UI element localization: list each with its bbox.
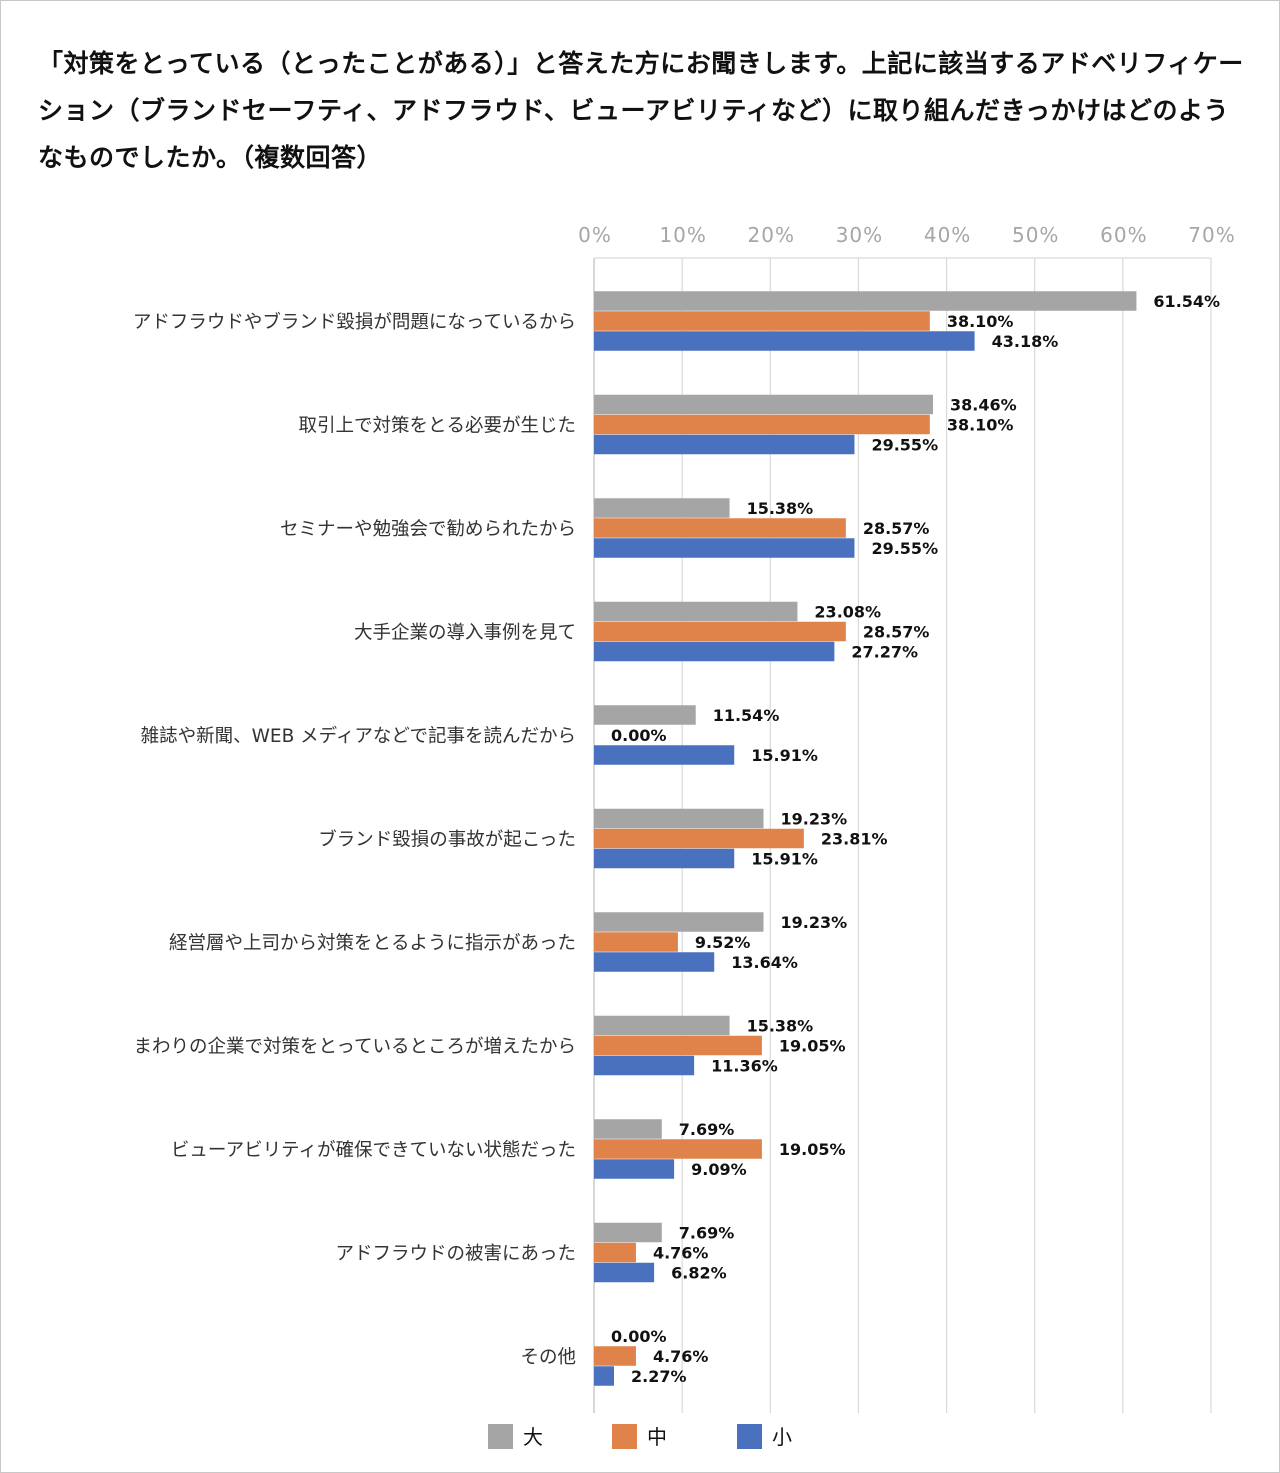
- bar-大: [594, 1222, 662, 1243]
- category-label: ビューアビリティが確保できていない状態だった: [171, 1140, 576, 1161]
- data-label: 7.69%: [679, 1120, 735, 1139]
- legend-label: 中: [647, 1425, 667, 1449]
- bar-中: [594, 311, 930, 331]
- x-tick-label: 0%: [578, 223, 612, 247]
- bar-小: [594, 1055, 695, 1076]
- bar-大: [594, 291, 1137, 311]
- data-label: 28.57%: [863, 519, 930, 538]
- data-label: 38.10%: [947, 312, 1014, 331]
- legend-swatch-中: [612, 1424, 637, 1449]
- data-label: 23.08%: [814, 603, 881, 622]
- data-label: 0.00%: [611, 1327, 667, 1346]
- category-label: アドフラウドの被害にあった: [335, 1244, 576, 1265]
- x-tick-label: 30%: [836, 223, 883, 247]
- bar-小: [594, 538, 855, 558]
- bar-中: [594, 518, 846, 538]
- data-label: 15.38%: [747, 499, 814, 518]
- category-label: 大手企業の導入事例を見て: [354, 623, 576, 644]
- data-label: 29.55%: [871, 539, 938, 558]
- x-tick-label: 20%: [748, 223, 795, 247]
- data-label: 7.69%: [679, 1224, 735, 1243]
- data-label: 61.54%: [1153, 292, 1220, 311]
- data-label: 19.23%: [780, 810, 847, 829]
- bar-大: [594, 498, 730, 518]
- category-label: セミナーや勉強会で勧められたから: [280, 519, 576, 540]
- legend-label: 大: [523, 1425, 543, 1449]
- category-label: 取引上で対策をとる必要が生じた: [298, 416, 576, 437]
- bar-小: [594, 952, 715, 972]
- data-label: 15.38%: [747, 1017, 814, 1036]
- bar-小: [594, 331, 975, 351]
- data-label: 4.76%: [653, 1244, 709, 1263]
- bar-小: [594, 1262, 655, 1283]
- data-label: 38.46%: [950, 396, 1017, 415]
- data-label: 19.05%: [779, 1140, 846, 1159]
- bar-中: [594, 1035, 762, 1056]
- legend-label: 小: [772, 1425, 792, 1449]
- bar-中: [594, 932, 678, 952]
- bar-中: [594, 1346, 636, 1366]
- category-label: 雑誌や新聞、WEB メディアなどで記事を読んだから: [141, 726, 576, 747]
- category-label: ブランド毀損の事故が起こった: [318, 829, 576, 851]
- x-tick-label: 50%: [1012, 223, 1059, 247]
- bar-大: [594, 912, 764, 932]
- bar-小: [594, 1159, 675, 1179]
- bar-小: [594, 641, 835, 662]
- category-label: まわりの企業で対策をとっているところが増えたから: [133, 1037, 576, 1058]
- data-label: 11.36%: [711, 1057, 778, 1076]
- bar-小: [594, 745, 735, 765]
- bar-大: [594, 705, 696, 725]
- bar-中: [594, 1139, 762, 1159]
- chart-title: 「対策をとっている（とったことがある）」と答えた方にお聞きします。上記に該当する…: [38, 49, 1244, 172]
- bar-中: [594, 828, 804, 849]
- data-label: 29.55%: [871, 436, 938, 455]
- bar-大: [594, 1015, 730, 1036]
- data-label: 9.52%: [695, 933, 751, 952]
- data-label: 19.05%: [779, 1037, 846, 1056]
- bar-小: [594, 848, 735, 869]
- data-label: 23.81%: [821, 830, 888, 849]
- x-tick-label: 40%: [924, 223, 971, 247]
- legend-swatch-小: [737, 1424, 762, 1449]
- data-label: 38.10%: [947, 416, 1014, 435]
- data-label: 13.64%: [731, 953, 798, 972]
- data-label: 11.54%: [713, 706, 780, 725]
- data-label: 4.76%: [653, 1347, 709, 1366]
- data-label: 19.23%: [780, 913, 847, 932]
- bar-中: [594, 1242, 636, 1263]
- category-label: アドフラウドやブランド毀損が問題になっているから: [133, 311, 576, 333]
- category-label: 経営層や上司から対策をとるように指示があった: [169, 933, 576, 954]
- bar-大: [594, 808, 764, 829]
- legend-swatch-大: [488, 1424, 513, 1449]
- bar-小: [594, 1366, 615, 1386]
- bar-中: [594, 414, 930, 435]
- data-label: 15.91%: [751, 850, 818, 869]
- data-label: 0.00%: [611, 726, 667, 745]
- data-label: 9.09%: [691, 1160, 747, 1179]
- data-label: 43.18%: [992, 332, 1059, 351]
- data-label: 6.82%: [671, 1264, 727, 1283]
- x-tick-label: 10%: [659, 223, 706, 247]
- x-tick-label: 70%: [1188, 223, 1235, 247]
- bar-大: [594, 1119, 662, 1139]
- data-label: 28.57%: [863, 623, 930, 642]
- bar-大: [594, 601, 798, 622]
- bar-大: [594, 394, 933, 415]
- category-label: その他: [520, 1347, 576, 1368]
- x-tick-label: 60%: [1100, 223, 1147, 247]
- data-label: 27.27%: [851, 643, 918, 662]
- bar-中: [594, 621, 846, 642]
- data-label: 15.91%: [751, 746, 818, 765]
- bar-小: [594, 434, 855, 455]
- data-label: 2.27%: [631, 1367, 687, 1386]
